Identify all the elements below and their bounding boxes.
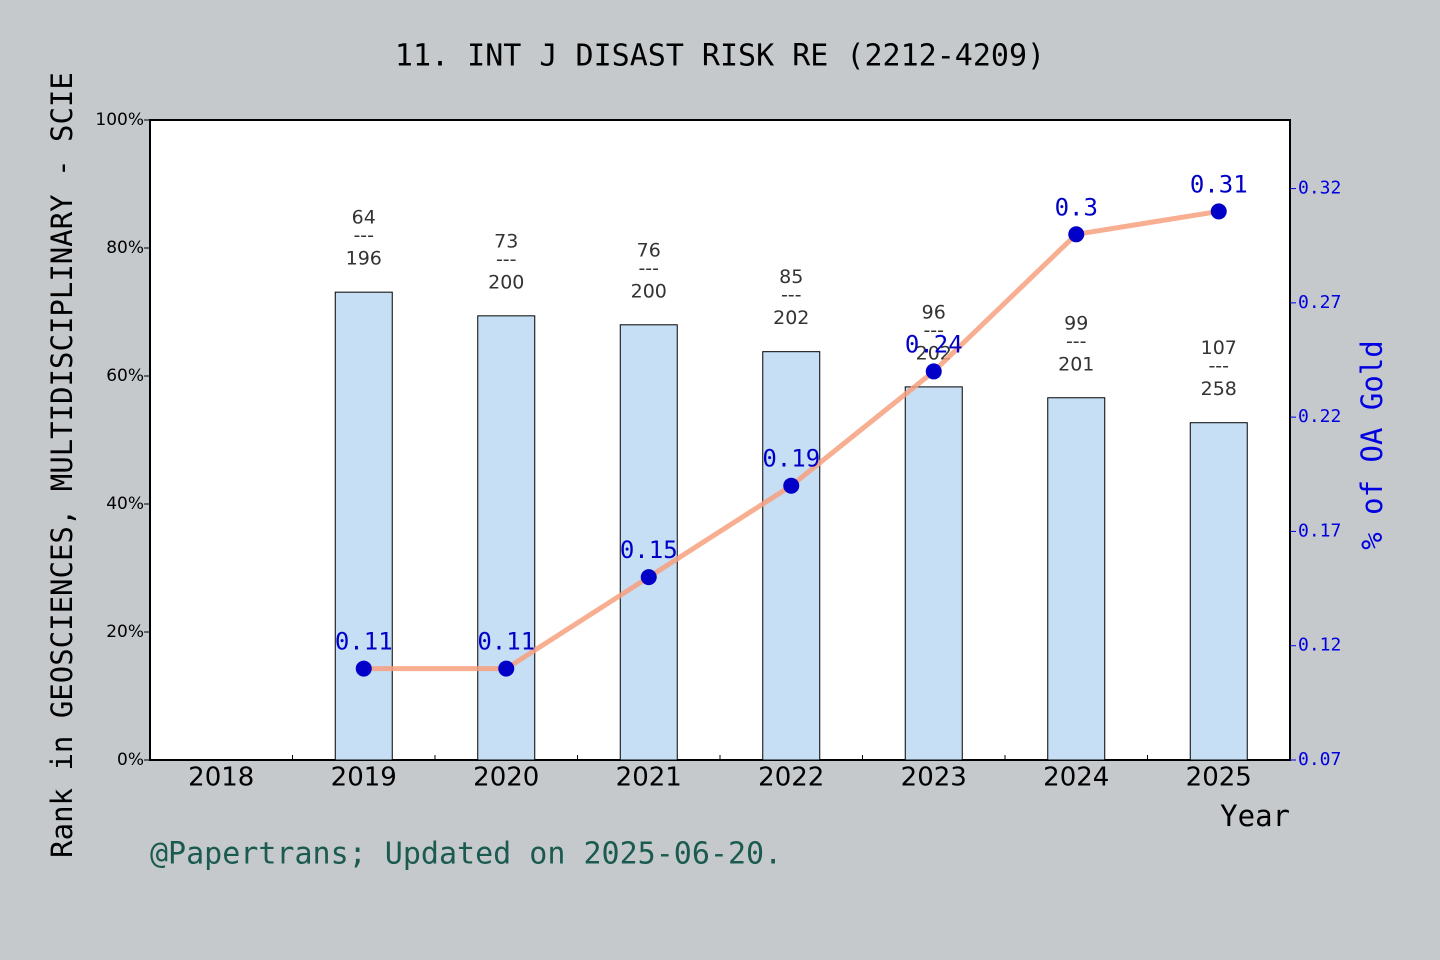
bar	[1189, 422, 1248, 761]
point-label: 0.19	[762, 445, 820, 473]
y-tick-label: 20%	[106, 622, 144, 642]
rank-label: 76	[637, 239, 661, 261]
y-tick-label: 60%	[106, 366, 144, 386]
x-tick-label: 2019	[331, 763, 397, 793]
total-label: 201	[1058, 353, 1094, 375]
y-tick-label: 40%	[106, 494, 144, 514]
total-label: 196	[346, 248, 382, 270]
rank-separator: ---	[353, 225, 374, 247]
total-label: 258	[1201, 378, 1237, 400]
total-label: 202	[916, 342, 952, 364]
y2-axis-label: % of OA Gold	[1355, 340, 1389, 550]
x-tick-label: 2025	[1186, 763, 1252, 793]
x-tick-label: 2024	[1043, 763, 1109, 793]
point	[1068, 226, 1085, 243]
y2-tick-label: 0.07	[1298, 749, 1341, 770]
bar	[477, 315, 536, 761]
y2-tick-label: 0.22	[1298, 406, 1341, 427]
point-label: 0.11	[335, 628, 393, 656]
x-tick-label: 2020	[473, 763, 539, 793]
point	[498, 660, 515, 677]
y2-tick-label: 0.17	[1298, 520, 1341, 541]
point	[640, 569, 657, 586]
rank-label: 96	[922, 301, 946, 323]
y2-tick-label: 0.12	[1298, 635, 1341, 656]
bar	[762, 351, 821, 761]
rank-separator: ---	[1066, 330, 1087, 352]
rank-label: 64	[352, 207, 376, 229]
rank-separator: ---	[781, 284, 802, 306]
rank-separator: ---	[923, 319, 944, 341]
bar	[904, 386, 963, 761]
point-label: 0.24	[905, 330, 963, 358]
point-label: 0.31	[1190, 170, 1248, 198]
y2-tick-label: 0.32	[1298, 178, 1341, 199]
total-label: 200	[488, 271, 524, 293]
total-label: 200	[631, 280, 667, 302]
rank-label: 73	[494, 230, 518, 252]
bar	[619, 324, 678, 761]
y-tick-label: 80%	[106, 238, 144, 258]
y-tick-label: 100%	[95, 110, 144, 130]
point-label: 0.11	[477, 628, 535, 656]
bar	[1047, 397, 1106, 761]
plot-area	[149, 119, 1291, 761]
footer: @Papertrans; Updated on 2025-06-20.	[150, 837, 782, 872]
point	[925, 363, 942, 380]
chart-title: 11. INT J DISAST RISK RE (2212-4209)	[395, 39, 1045, 74]
y-tick-label: 0%	[117, 750, 144, 770]
rank-label: 85	[779, 266, 803, 288]
rank-label: 107	[1201, 337, 1237, 359]
rank-separator: ---	[1208, 355, 1229, 377]
y2-tick-label: 0.27	[1298, 292, 1341, 313]
x-tick-label: 2018	[188, 763, 254, 793]
rank-label: 99	[1064, 312, 1088, 334]
x-tick-label: 2023	[901, 763, 967, 793]
rank-separator: ---	[496, 248, 517, 270]
x-tick-label: 2021	[616, 763, 682, 793]
total-label: 202	[773, 307, 809, 329]
x-axis-label: Year	[1220, 799, 1290, 833]
point	[355, 660, 372, 677]
point	[1210, 203, 1227, 220]
y-axis-label: Rank in GEOSCIENCES, MULTIDISCIPLINARY -…	[45, 72, 79, 858]
bar	[334, 291, 393, 761]
point-label: 0.3	[1055, 193, 1098, 221]
x-tick-label: 2022	[758, 763, 824, 793]
point	[783, 477, 800, 494]
point-label: 0.15	[620, 536, 678, 564]
rank-separator: ---	[638, 257, 659, 279]
